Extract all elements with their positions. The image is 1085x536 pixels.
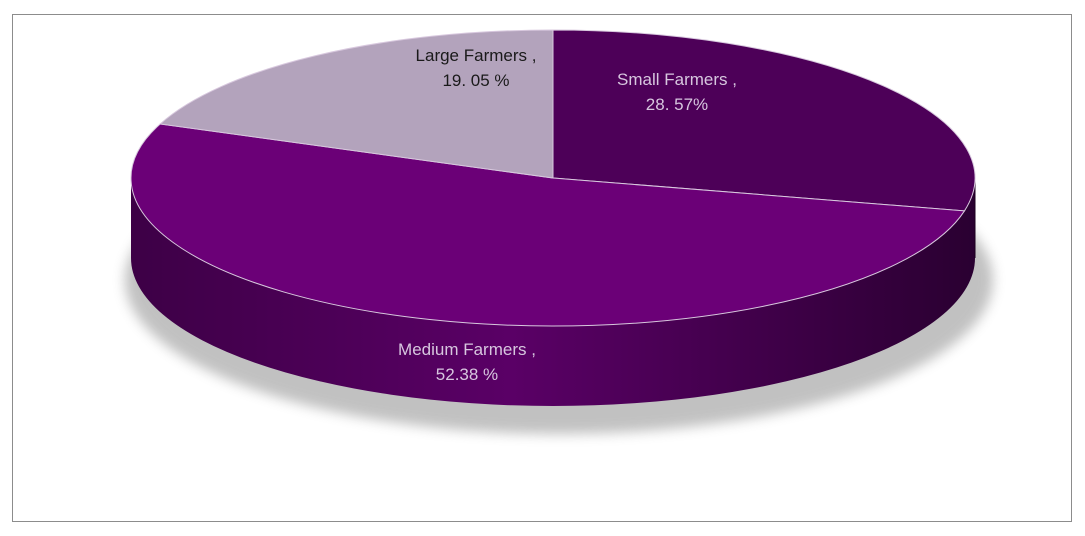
data-label-small-farmers-name: Small Farmers , — [617, 70, 737, 89]
pie-side — [131, 178, 976, 406]
data-label-medium-farmers-name: Medium Farmers , — [398, 340, 536, 359]
pie-labels: Small Farmers , 28. 57% Medium Farmers , 52… — [398, 46, 737, 384]
data-label-medium-farmers-value: 52.38 % — [436, 365, 498, 384]
pie-slice-large-farmers — [159, 29, 554, 179]
chart-frame: Small Farmers , 28. 57% Medium Farmers , 52… — [12, 14, 1072, 522]
pie-side-wall — [131, 178, 975, 406]
data-label-small-farmers: Small Farmers , 28. 57% — [617, 70, 737, 114]
data-label-large-farmers-name: Large Farmers , — [416, 46, 537, 65]
data-label-large-farmers: Large Farmers , 19. 05 % — [416, 46, 537, 90]
pie-slices — [130, 29, 976, 327]
data-label-large-farmers-value: 19. 05 % — [442, 71, 509, 90]
pie-slice-medium-farmers — [130, 123, 966, 327]
data-label-small-farmers-value: 28. 57% — [646, 95, 708, 114]
data-label-medium-farmers: Medium Farmers , 52.38 % — [398, 340, 536, 384]
pie-slice-small-farmers — [552, 29, 976, 212]
pie-chart: Small Farmers , 28. 57% Medium Farmers , 52… — [125, 29, 993, 434]
